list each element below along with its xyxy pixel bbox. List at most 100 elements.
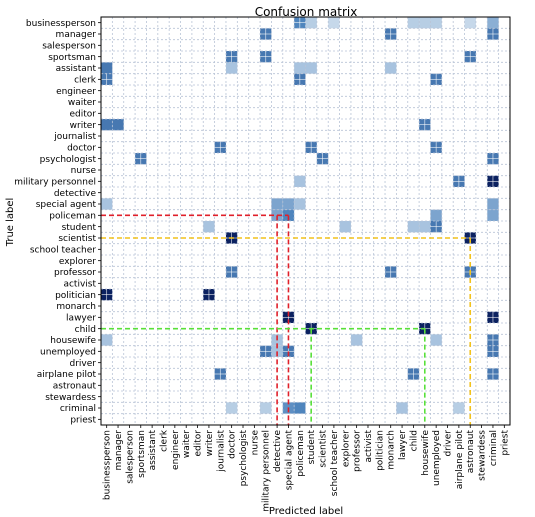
y-tick-label: nurse [71, 166, 97, 176]
chart-title: Confusion matrix [255, 5, 358, 19]
y-tick-label: monarch [56, 302, 96, 312]
x-tick-label: detective [273, 430, 283, 473]
y-tick-label: detective [54, 189, 97, 199]
y-tick-label: lawyer [66, 314, 96, 324]
cell-marker [487, 368, 499, 380]
x-tick-label: clerk [159, 429, 169, 452]
y-tick-label: military personnel [14, 178, 96, 188]
cell-marker [407, 368, 420, 380]
x-axis-label: Predicted label [269, 506, 343, 517]
cell-marker [487, 345, 499, 357]
heatmap-cell [294, 175, 306, 187]
y-tick-label: politician [55, 291, 96, 301]
heatmap-cell [453, 402, 465, 414]
y-tick-label: salesperson [42, 42, 96, 52]
y-tick-label: child [75, 325, 96, 335]
y-tick-label: scientist [58, 234, 96, 244]
y-tick-label: editor [70, 110, 97, 120]
heatmap-cell [487, 209, 499, 221]
x-tick-label: doctor [228, 430, 238, 459]
heatmap-cell [203, 221, 215, 233]
x-tick-label: unemployed [432, 430, 442, 486]
x-tick-label: military personnel [262, 430, 272, 512]
cell-marker [385, 28, 397, 40]
y-tick-label: sportsman [48, 53, 96, 63]
heatmap-cell [464, 17, 476, 29]
cell-marker [101, 289, 113, 301]
x-tick-label: scientist [319, 430, 329, 468]
cell-marker [430, 73, 442, 85]
y-tick-label: unemployed [40, 348, 96, 358]
heatmap-cell [385, 62, 397, 74]
heatmap-cell [407, 221, 420, 233]
guide-lines [101, 214, 472, 425]
heatmap-cell [101, 119, 113, 131]
y-tick-label: assistant [56, 64, 97, 74]
y-tick-label: explorer [59, 257, 96, 267]
y-tick-label: doctor [67, 144, 96, 154]
x-tick-label: astronaut [466, 430, 476, 474]
cell-marker [203, 289, 215, 301]
x-tick-label: waiter [182, 430, 192, 458]
heatmap-cell [294, 198, 306, 210]
x-tick-labels: businessperson manager salesperson sportsma… [103, 425, 510, 512]
heatmap-cell [271, 198, 283, 210]
cell-marker [419, 119, 431, 131]
heatmap-cell [305, 17, 317, 29]
x-tick-label: engineer [171, 430, 181, 470]
y-tick-label: activist [63, 280, 96, 290]
y-tick-label: criminal [60, 404, 96, 414]
y-tick-label: policeman [49, 212, 96, 222]
x-tick-label: student [307, 430, 317, 465]
cell-marker [316, 153, 329, 165]
cell-marker [260, 51, 272, 63]
grid-lines [100, 16, 511, 426]
y-tick-label: writer [70, 121, 97, 131]
heatmap-cell [419, 221, 431, 233]
y-tick-label: driver [70, 359, 97, 369]
x-tick-label: sportsman [137, 430, 147, 478]
x-tick-label: child [409, 430, 419, 451]
heatmap-cell [328, 17, 340, 29]
cell-marker [294, 73, 306, 85]
heatmap-cell [282, 198, 295, 210]
cell-marker [305, 141, 317, 153]
x-tick-label: activist [364, 430, 374, 463]
x-tick-label: editor [194, 430, 204, 457]
x-tick-label: airplane pilot [455, 430, 465, 490]
x-tick-label: criminal [489, 430, 499, 466]
y-tick-label: professor [54, 268, 96, 278]
heatmap-cell [294, 402, 306, 414]
y-tick-label: stewardess [45, 393, 96, 403]
cell-marker [135, 153, 147, 165]
x-tick-label: salesperson [125, 430, 135, 484]
x-tick-label: journalist [216, 430, 226, 473]
heatmap-cell [101, 62, 113, 74]
cell-marker [487, 28, 499, 40]
cell-markers [101, 17, 499, 380]
x-tick-label: priest [500, 430, 510, 456]
x-tick-label: professor [353, 430, 363, 472]
heatmap-cell [407, 17, 420, 29]
x-tick-label: lawyer [398, 430, 408, 460]
cell-marker [225, 51, 238, 63]
cell-marker [487, 175, 499, 187]
x-tick-label: psychologist [239, 430, 249, 487]
heatmap-cell [430, 334, 442, 346]
y-tick-label: special agent [36, 200, 97, 210]
y-tick-label: manager [56, 30, 97, 40]
y-tick-label: housewife [50, 336, 96, 346]
heatmap-cell [112, 119, 124, 131]
cell-marker [385, 266, 397, 278]
heatmap-cell [430, 17, 442, 29]
y-tick-label: priest [70, 416, 96, 426]
x-tick-label: special agent [284, 430, 294, 491]
y-tick-label: student [62, 223, 97, 233]
cell-marker [430, 141, 442, 153]
cell-marker [214, 141, 226, 153]
heatmap-cell [430, 209, 442, 221]
x-tick-label: driver [444, 430, 454, 457]
heatmap-cell [294, 62, 306, 74]
cell-marker [453, 175, 465, 187]
